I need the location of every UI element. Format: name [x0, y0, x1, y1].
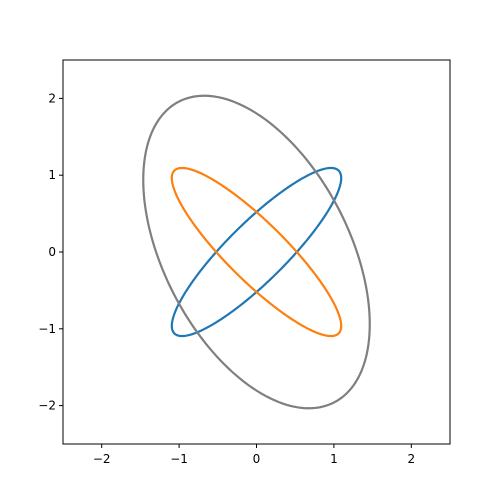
- y-tick-label: 2: [48, 91, 56, 105]
- series-layer: [142, 94, 371, 410]
- y-axis: −2 −1 0 1 2: [38, 91, 63, 413]
- x-tick-label: −1: [170, 452, 188, 466]
- y-tick-label: −1: [38, 322, 56, 336]
- x-tick-label: 2: [407, 452, 415, 466]
- x-tick-label: 1: [330, 452, 338, 466]
- y-tick-label: 0: [48, 245, 56, 259]
- x-tick-label: −2: [93, 452, 111, 466]
- x-tick-label: 0: [253, 452, 261, 466]
- series-ellipse-1: [170, 166, 343, 338]
- series-ellipse-2: [142, 94, 371, 410]
- y-tick-label: −2: [38, 399, 56, 413]
- y-tick-label: 1: [48, 168, 56, 182]
- x-axis: −2 −1 0 1 2: [93, 444, 415, 466]
- series-ellipse-0: [170, 166, 343, 338]
